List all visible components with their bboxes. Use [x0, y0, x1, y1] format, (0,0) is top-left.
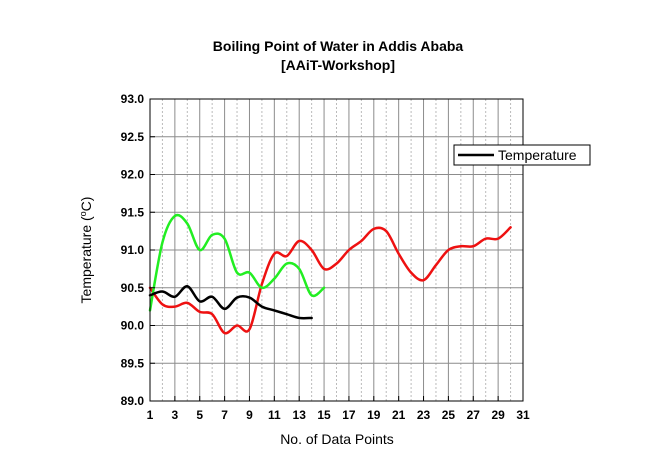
x-tick-label: 5: [196, 408, 203, 422]
series-line-1: [148, 226, 512, 335]
y-tick-label: 90.0: [121, 319, 145, 333]
x-tick-label: 19: [367, 408, 381, 422]
x-tick-label: 9: [246, 408, 253, 422]
y-axis-label-unit: C): [78, 197, 94, 212]
y-axis-label-main: Temperature (: [78, 216, 94, 303]
y-tick-label: 92.0: [121, 168, 145, 182]
y-axis-label: Temperature (oC): [78, 197, 94, 304]
x-tick-label: 27: [467, 408, 481, 422]
legend-box: [453, 144, 591, 166]
x-tick-label: 23: [417, 408, 431, 422]
x-tick-label: 31: [516, 408, 530, 422]
chart-subtitle: [AAiT-Workshop]: [281, 57, 395, 73]
y-tick-label: 91.5: [121, 205, 145, 219]
grid: [150, 99, 523, 401]
x-tick-label: 11: [268, 408, 281, 422]
x-tick-label: 15: [317, 408, 331, 422]
y-ticks: 89.0 89.5 90.0 90.5 91.0 91.5 92.0 92.5 93.0: [121, 92, 155, 408]
x-tick-label: 17: [342, 408, 356, 422]
x-tick-label: 1: [147, 408, 154, 422]
y-tick-label: 92.5: [121, 130, 145, 144]
legend-label-temperature: Temperature: [498, 147, 577, 163]
x-tick-label: 7: [221, 408, 228, 422]
y-tick-label: 90.5: [121, 281, 145, 295]
y-tick-label: 93.0: [121, 92, 145, 106]
series-line-0: [148, 284, 313, 320]
x-tick-label: 29: [491, 408, 505, 422]
x-tick-label: 21: [392, 408, 406, 422]
x-ticks: 1 3 5 7 9 11 13 15 17 19 21 23 25 27 29 31: [147, 396, 530, 422]
y-tick-label: 91.0: [121, 243, 145, 257]
legend: Temperature: [453, 144, 591, 166]
x-axis-label: No. of Data Points: [280, 431, 394, 447]
y-tick-label: 89.5: [121, 356, 145, 370]
chart-title: Boiling Point of Water in Addis Ababa: [213, 38, 464, 54]
y-axis-label-degree: o: [78, 211, 88, 216]
y-tick-label: 89.0: [121, 394, 145, 408]
series-line-2: [148, 213, 326, 312]
series-layer: [148, 213, 512, 335]
x-tick-label: 13: [293, 408, 307, 422]
x-tick-label: 25: [442, 408, 456, 422]
x-tick-label: 3: [172, 408, 179, 422]
